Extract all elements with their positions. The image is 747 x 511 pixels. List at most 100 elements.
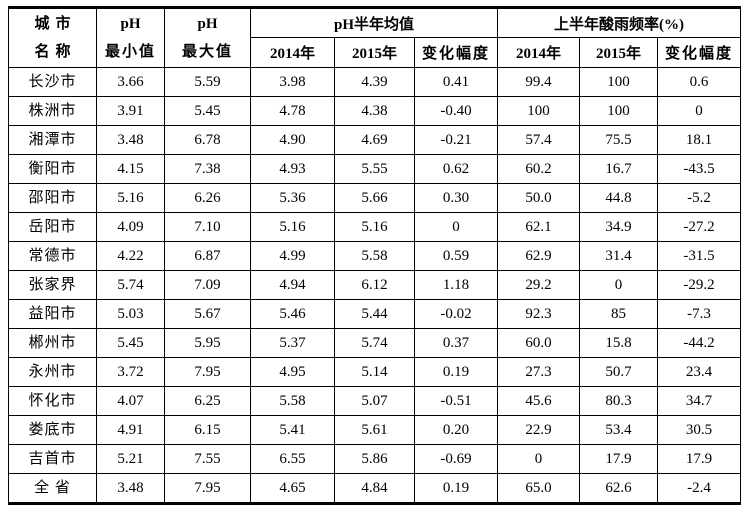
value-cell: 100 <box>497 96 581 126</box>
value-cell: 3.48 <box>96 125 165 155</box>
header-ph-min-line2: 最小值 <box>104 44 156 60</box>
value-cell: 5.58 <box>334 241 415 271</box>
value-cell: 0.59 <box>413 241 499 271</box>
value-cell: 5.74 <box>96 270 165 300</box>
value-cell: 6.55 <box>250 444 335 474</box>
table-row: 郴州市 5.45 5.95 5.37 5.74 0.37 60.0 15.8 -44.2 <box>8 328 742 358</box>
header-group-acid-rain: 上半年酸雨频率(%) <box>497 7 742 38</box>
value-cell: -43.5 <box>657 154 742 184</box>
table-row: 长沙市 3.66 5.59 3.98 4.39 0.41 99.4 100 0.6 <box>8 67 742 97</box>
value-cell: 5.07 <box>334 386 415 416</box>
value-cell: 5.58 <box>250 386 335 416</box>
value-cell: 5.95 <box>164 328 251 358</box>
value-cell: 6.25 <box>164 386 251 416</box>
value-cell: 17.9 <box>657 444 742 474</box>
value-cell: -27.2 <box>657 212 742 242</box>
value-cell: 5.61 <box>334 415 415 445</box>
value-cell: 5.45 <box>96 328 165 358</box>
value-cell: 4.94 <box>250 270 335 300</box>
value-cell: 0 <box>413 212 499 242</box>
header-city-line2: 名称 <box>34 44 77 60</box>
value-cell: 80.3 <box>579 386 659 416</box>
city-name-cell: 张家界 <box>8 270 97 300</box>
city-name-cell: 郴州市 <box>8 328 97 358</box>
table-header: 城市 名称 pH 最小值 pH 最大值 pH半年均值 上半年酸雨频率(%) 20… <box>8 7 742 68</box>
value-cell: 5.46 <box>250 299 335 329</box>
city-name-cell: 岳阳市 <box>8 212 97 242</box>
header-ph-avg-change: 变化幅度 <box>413 37 499 68</box>
value-cell: 6.15 <box>164 415 251 445</box>
value-cell: 44.8 <box>579 183 659 213</box>
header-row-years: 2014年 2015年 变化幅度 2014年 2015年 变化幅度 <box>9 37 742 68</box>
city-name-cell: 株洲市 <box>8 96 97 126</box>
value-cell: 4.09 <box>96 212 165 242</box>
table-row: 吉首市 5.21 7.55 6.55 5.86 -0.69 0 17.9 17.9 <box>8 444 742 474</box>
value-cell: 4.22 <box>96 241 165 271</box>
value-cell: 17.9 <box>579 444 659 474</box>
value-cell: 7.38 <box>164 154 251 184</box>
header-ph-max-line1: pH <box>197 16 218 32</box>
table-row: 岳阳市 4.09 7.10 5.16 5.16 0 62.1 34.9 -27.2 <box>8 212 742 242</box>
value-cell: 4.78 <box>250 96 335 126</box>
table-row: 益阳市 5.03 5.67 5.46 5.44 -0.02 92.3 85 -7.3 <box>8 299 742 329</box>
value-cell: 4.84 <box>334 473 415 504</box>
value-cell: 5.45 <box>164 96 251 126</box>
value-cell: 27.3 <box>497 357 581 387</box>
value-cell: 5.37 <box>250 328 335 358</box>
value-cell: -31.5 <box>657 241 742 271</box>
value-cell: 5.16 <box>250 212 335 242</box>
value-cell: 0.62 <box>413 154 499 184</box>
city-name-cell: 长沙市 <box>8 67 97 97</box>
value-cell: 23.4 <box>657 357 742 387</box>
value-cell: 75.5 <box>579 125 659 155</box>
value-cell: 5.67 <box>164 299 251 329</box>
city-name-cell: 永州市 <box>8 357 97 387</box>
city-name-cell: 全 省 <box>8 473 97 504</box>
value-cell: 60.0 <box>497 328 581 358</box>
value-cell: 5.36 <box>250 183 335 213</box>
header-city-name: 城市 名称 <box>8 7 97 68</box>
value-cell: 5.14 <box>334 357 415 387</box>
value-cell: 5.55 <box>334 154 415 184</box>
value-cell: 34.9 <box>579 212 659 242</box>
city-name-cell: 衡阳市 <box>8 154 97 184</box>
value-cell: -44.2 <box>657 328 742 358</box>
value-cell: 4.38 <box>334 96 415 126</box>
value-cell: 31.4 <box>579 241 659 271</box>
table-row: 邵阳市 5.16 6.26 5.36 5.66 0.30 50.0 44.8 -5.2 <box>8 183 742 213</box>
value-cell: 29.2 <box>497 270 581 300</box>
value-cell: 7.55 <box>164 444 251 474</box>
header-row-groups: 城市 名称 pH 最小值 pH 最大值 pH半年均值 上半年酸雨频率(%) <box>8 7 742 68</box>
value-cell: 0.19 <box>413 357 499 387</box>
header-ph-min-line1: pH <box>120 16 141 32</box>
value-cell: 5.74 <box>334 328 415 358</box>
value-cell: 0 <box>579 270 659 300</box>
city-name-cell: 吉首市 <box>8 444 97 474</box>
city-name-cell: 邵阳市 <box>8 183 97 213</box>
value-cell: 18.1 <box>657 125 742 155</box>
value-cell: 0.19 <box>413 473 499 504</box>
header-rain-change: 变化幅度 <box>657 37 742 68</box>
value-cell: 4.90 <box>250 125 335 155</box>
value-cell: 85 <box>579 299 659 329</box>
value-cell: 22.9 <box>497 415 581 445</box>
table-row: 怀化市 4.07 6.25 5.58 5.07 -0.51 45.6 80.3 34.7 <box>8 386 742 416</box>
value-cell: 0 <box>497 444 581 474</box>
value-cell: -0.40 <box>413 96 499 126</box>
value-cell: 5.21 <box>96 444 165 474</box>
value-cell: 4.95 <box>250 357 335 387</box>
value-cell: 5.86 <box>334 444 415 474</box>
table-row: 常德市 4.22 6.87 4.99 5.58 0.59 62.9 31.4 -31.5 <box>8 241 742 271</box>
value-cell: -29.2 <box>657 270 742 300</box>
value-cell: 4.07 <box>96 386 165 416</box>
value-cell: 3.98 <box>250 67 335 97</box>
value-cell: 30.5 <box>657 415 742 445</box>
table-row: 永州市 3.72 7.95 4.95 5.14 0.19 27.3 50.7 23.4 <box>8 357 742 387</box>
header-ph-avg-2014: 2014年 <box>250 37 335 68</box>
value-cell: -0.02 <box>413 299 499 329</box>
value-cell: 3.48 <box>96 473 165 504</box>
value-cell: 16.7 <box>579 154 659 184</box>
value-cell: 5.16 <box>96 183 165 213</box>
value-cell: 45.6 <box>497 386 581 416</box>
